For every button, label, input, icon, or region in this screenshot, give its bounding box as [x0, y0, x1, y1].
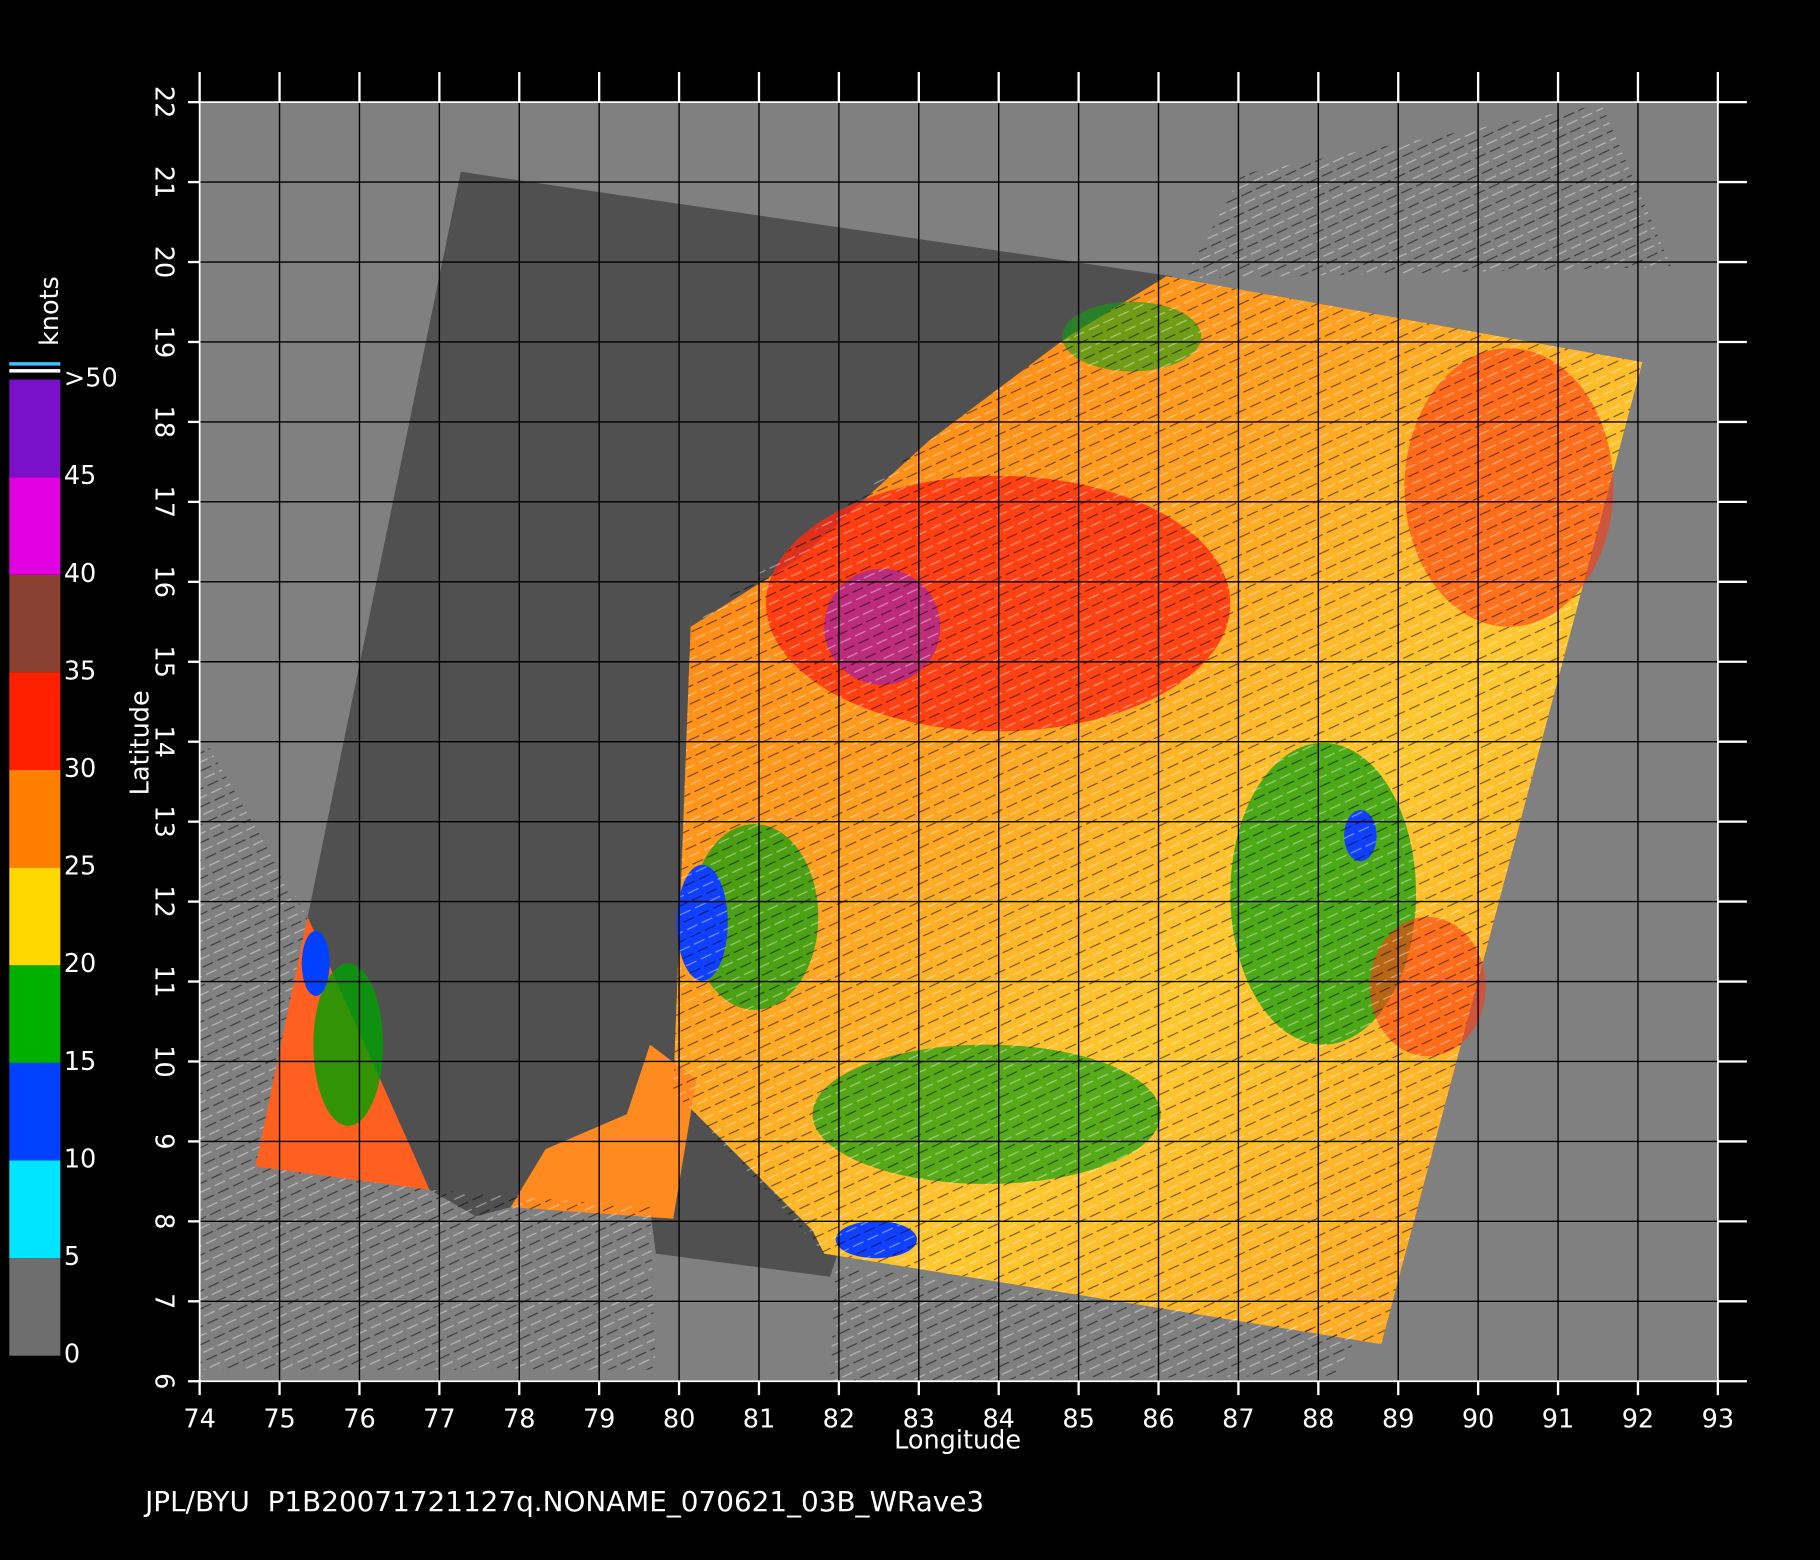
colorbar-tick-label: 15	[64, 1047, 96, 1077]
colorbar-segment	[9, 965, 61, 1063]
y-tick-label: 12	[149, 885, 179, 917]
colorbar-tick-label: 10	[64, 1144, 96, 1174]
colorbar-segment	[9, 1160, 61, 1259]
footer: JPL/BYU P1B20071721127q.NONAME_070621_03…	[143, 1485, 984, 1518]
colorbar-tick-label: 25	[64, 852, 96, 882]
wind-barbs	[673, 276, 1643, 1345]
y-tick-label: 21	[149, 166, 179, 198]
wind-barbs	[199, 731, 656, 1370]
colorbar-tick-label: 30	[64, 754, 96, 784]
y-tick-label: 8	[149, 1213, 179, 1229]
x-tick-label: 82	[823, 1405, 855, 1435]
colorbar-segment	[9, 1062, 61, 1161]
y-tick-label: 19	[149, 326, 179, 358]
y-tick-label: 14	[149, 725, 179, 757]
colorbar-segment	[9, 672, 61, 771]
y-axis-label: Latitude	[126, 690, 156, 795]
plot-area	[199, 102, 1718, 1382]
colorbar-segment	[9, 379, 61, 478]
y-tick-label: 6	[148, 1373, 178, 1389]
axes: 74 75 76 77 78 79 80 81 82 83 84 85 86 87 88 89 90 91 92 93…	[148, 71, 1747, 1435]
x-tick-label: 76	[343, 1405, 375, 1435]
x-tick-label: 78	[503, 1405, 535, 1435]
colorbar-cap	[9, 369, 61, 373]
y-tick-label: 9	[149, 1133, 179, 1149]
y-tick-label: 10	[149, 1045, 179, 1077]
x-tick-label: 92	[1622, 1405, 1654, 1435]
y-tick-label: 18	[148, 406, 178, 438]
wind-barbs	[1183, 104, 1672, 279]
grid	[199, 102, 1718, 1382]
colorbar-tick-label: >50	[64, 364, 118, 394]
x-tick-label: 77	[423, 1405, 455, 1435]
x-tick-label: 79	[583, 1405, 615, 1435]
wind-patch	[313, 963, 384, 1126]
colorbar-segment	[9, 867, 61, 966]
y-tick-label: 15	[149, 646, 179, 678]
colorbar-tick-label: 45	[64, 461, 96, 491]
y-tick-label: 22	[149, 86, 179, 118]
colorbar-tick-label: 35	[64, 656, 96, 686]
colorbar-segment	[9, 1258, 61, 1356]
y-tick-label: 16	[149, 566, 179, 598]
colorbar-tick-label: 20	[64, 949, 96, 979]
colorbar-segment	[9, 574, 61, 673]
colorbar-segment	[9, 770, 61, 868]
colorbar-tick-label: 40	[64, 559, 96, 589]
colorbar-segment	[9, 477, 61, 575]
wind-swath	[510, 1044, 697, 1219]
x-tick-label: 93	[1702, 1405, 1734, 1435]
x-tick-label: 86	[1142, 1405, 1174, 1435]
x-tick-label: 81	[743, 1405, 775, 1435]
x-tick-label: 84	[982, 1405, 1014, 1435]
x-tick-label: 74	[183, 1405, 215, 1435]
colorbar-cap	[9, 362, 61, 366]
y-tick-label: 7	[149, 1293, 179, 1309]
y-tick-label: 13	[149, 805, 179, 837]
wind-patch	[301, 930, 330, 996]
x-tick-label: 85	[1062, 1405, 1094, 1435]
colorbar: knots 0 5 10 15 20 25 30 35 40 45 >50	[9, 276, 118, 1370]
y-tick-label: 17	[148, 486, 178, 518]
x-tick-label: 91	[1542, 1405, 1574, 1435]
x-tick-label: 90	[1462, 1405, 1494, 1435]
wind-barbs	[829, 1265, 1359, 1382]
colorbar-tick-label: 5	[64, 1242, 80, 1272]
colorbar-tick-label: 0	[64, 1340, 80, 1370]
x-tick-label: 80	[663, 1405, 695, 1435]
x-tick-label: 75	[263, 1405, 295, 1435]
x-tick-label: 87	[1222, 1405, 1254, 1435]
y-tick-label: 20	[148, 246, 178, 278]
x-tick-label: 83	[903, 1405, 935, 1435]
x-tick-label: 89	[1382, 1405, 1414, 1435]
x-axis-label: Longitude	[894, 1426, 1021, 1456]
y-tick-label: 11	[149, 965, 179, 997]
colorbar-title: knots	[35, 276, 65, 346]
x-tick-label: 88	[1302, 1405, 1334, 1435]
